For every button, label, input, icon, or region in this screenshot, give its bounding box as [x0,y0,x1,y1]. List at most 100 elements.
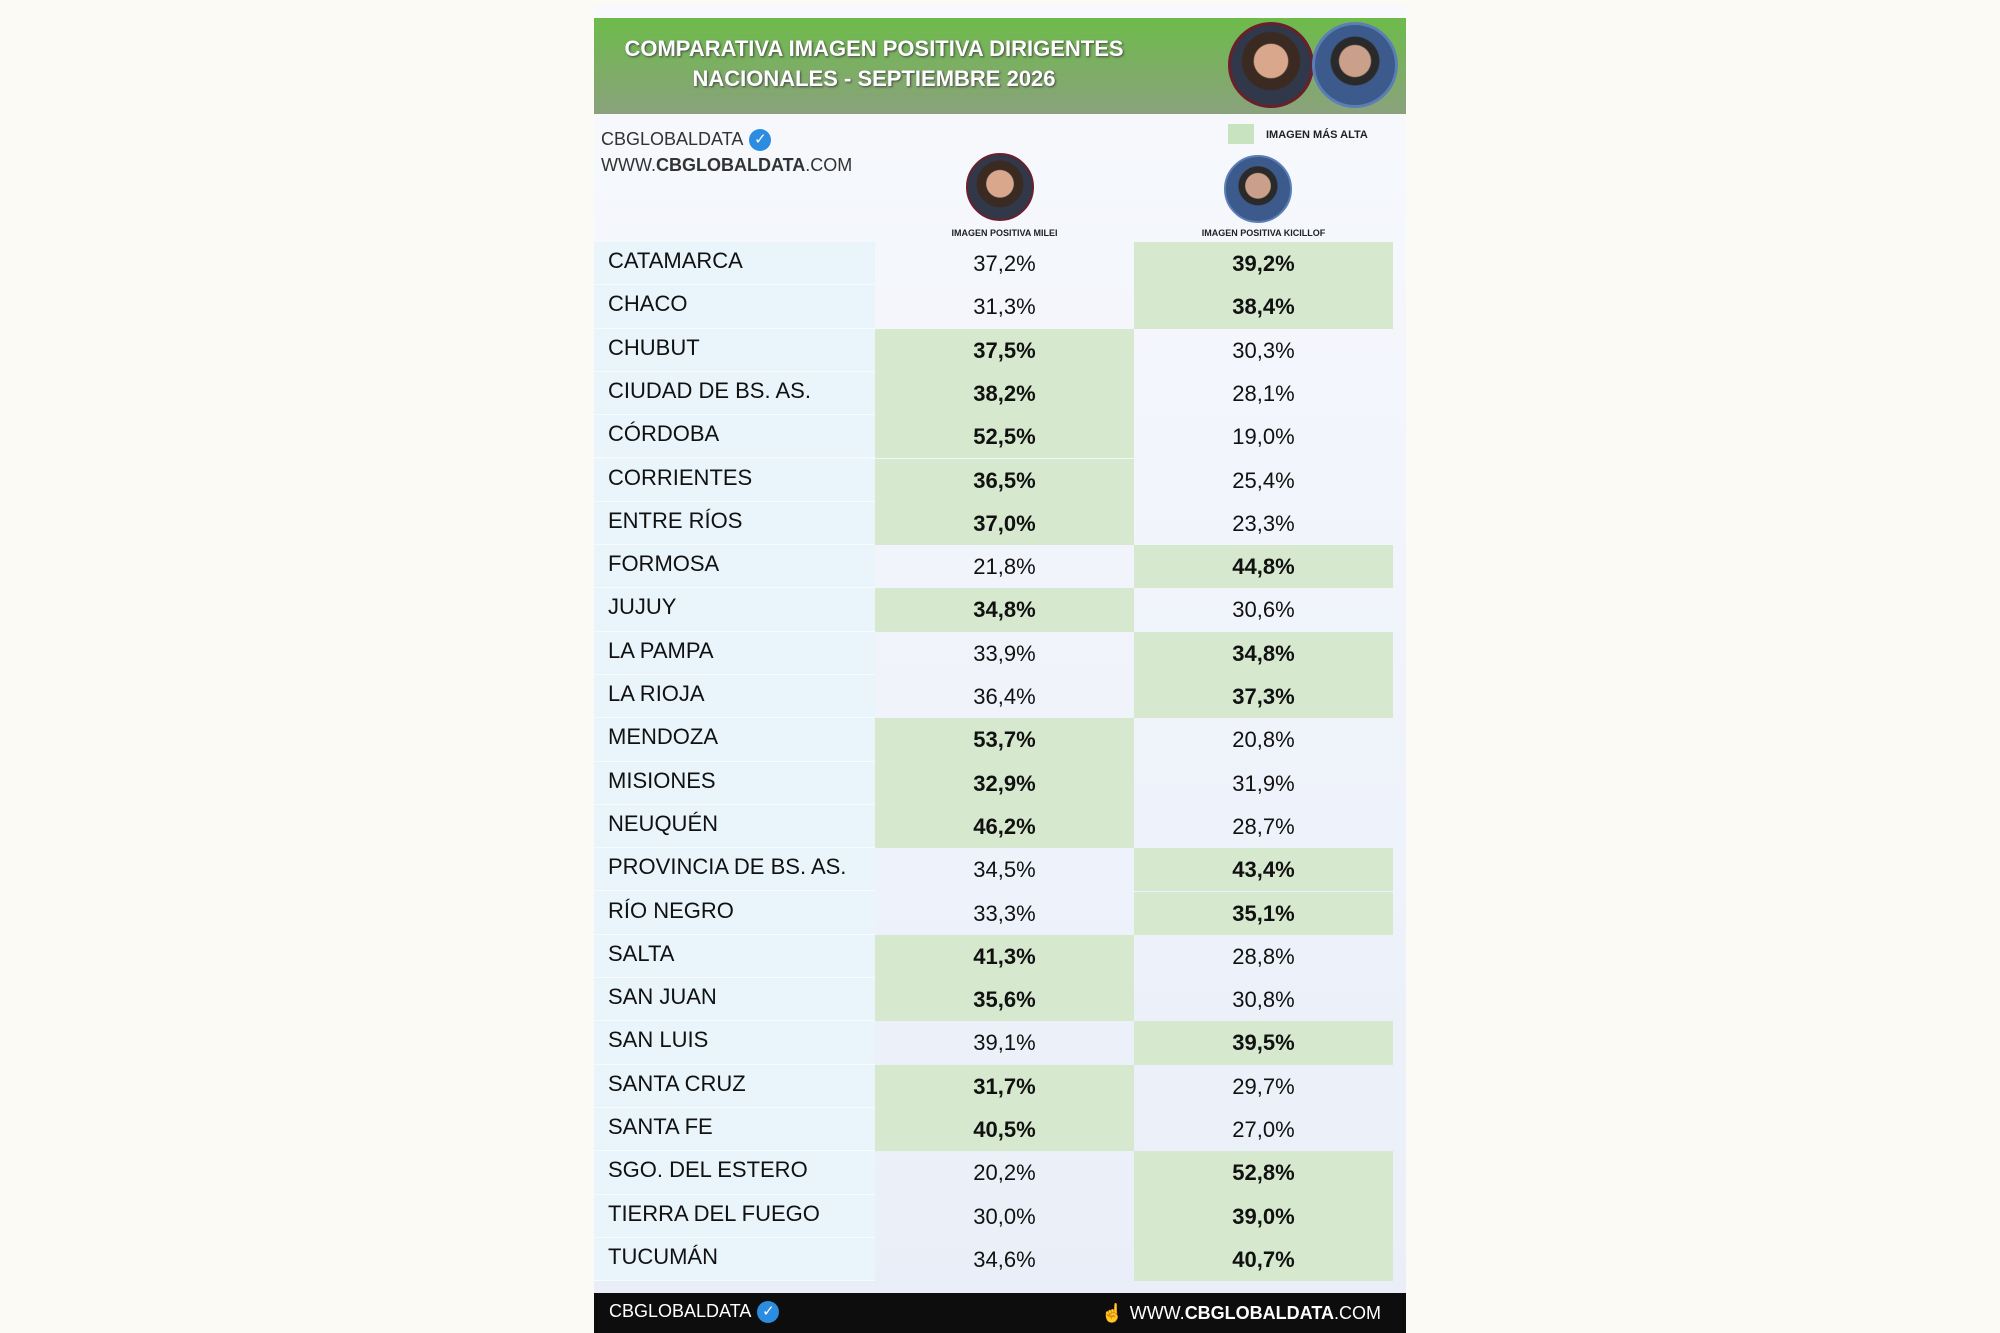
province-name: LA PAMPA [594,631,875,675]
value-cell: 28,7% [1232,813,1295,839]
province-name: ENTRE RÍOS [594,501,875,546]
footer: CBGLOBALDATA ✓ ☝ WWW.CBGLOBALDATA.COM [594,1293,1406,1333]
province-name: CHUBUT [594,328,875,372]
verified-badge: ✓ [749,129,772,152]
value-cell: 28,1% [1232,380,1295,406]
table-row: CIUDAD DE BS. AS. 38,2% 28,1% [594,371,1394,416]
province-name: LA RIOJA [594,675,875,719]
value-cell: 31,9% [1232,770,1295,796]
photo-milei [1228,22,1314,108]
value-cell: 39,1% [973,1030,1036,1056]
column-header: IMAGEN POSITIVA MILEI [951,228,1058,238]
title: NACIONALES - SEPTIEMBRE 2026 [692,66,1056,91]
column-header: IMAGEN POSITIVA KICILLOF [1201,228,1326,238]
table-row: TIERRA DEL FUEGO 30,0% 39,0% [594,1194,1394,1238]
table-row: NEUQUÉN 46,2% 28,7% [594,804,1394,849]
value-cell: 19,0% [1232,424,1295,450]
table-row: RÍO NEGRO 33,3% 35,1% [594,891,1394,935]
website-part: CBGLOBALDATA [655,155,806,175]
value-cell: 41,3% [875,934,1134,979]
website: WWW.CBGLOBALDATA.COM [601,155,852,176]
table-row: JUJUY 34,8% 30,6% [594,588,1394,632]
value-cell: 20,8% [1232,727,1295,753]
title: COMPARATIVA IMAGEN POSITIVA DIRIGENTES [624,36,1124,61]
province-name: CHACO [594,285,875,329]
province-name: TIERRA DEL FUEGO [594,1194,875,1238]
value-cell: 34,6% [973,1246,1036,1272]
value-cell: 37,0% [875,501,1134,546]
province-name: RÍO NEGRO [594,891,875,935]
photo-kicillof [1312,22,1398,108]
value-cell: 34,8% [1134,631,1393,675]
province-name: CIUDAD DE BS. AS. [594,371,875,416]
province-name: MENDOZA [594,718,875,762]
province-name: CATAMARCA [594,242,875,286]
table-row: SANTA FE 40,5% 27,0% [594,1108,1394,1152]
brand-name: CBGLOBALDATA [609,1301,752,1321]
value-cell: 35,6% [875,978,1134,1022]
legend-swatch [1228,124,1254,144]
website-part: .COM [1334,1303,1381,1323]
website-part: WWW. [601,155,656,175]
table-row: SAN LUIS 39,1% 39,5% [594,1021,1394,1065]
province-name: MISIONES [594,761,875,805]
value-cell: 46,2% [875,804,1134,849]
value-cell: 39,2% [1134,242,1393,286]
value-cell: 32,9% [875,761,1134,805]
value-cell: 27,0% [1232,1117,1295,1142]
table-row: SAN JUAN 35,6% 30,8% [594,978,1394,1022]
value-cell: 40,5% [875,1108,1134,1152]
footer-website: ☝ WWW.CBGLOBALDATA.COM [1101,1303,1381,1324]
value-cell: 53,7% [875,718,1134,762]
value-cell: 29,7% [1232,1073,1295,1099]
value-cell: 40,7% [1134,1237,1393,1282]
website-part: .COM [805,155,853,175]
table-row: SALTA 41,3% 28,8% [594,934,1394,979]
brand-name: CBGLOBALDATA [601,129,744,149]
website-part: WWW. [1129,1303,1185,1323]
value-cell: 37,5% [875,328,1134,372]
value-cell: 30,6% [1232,597,1295,623]
table-row: MENDOZA 53,7% 20,8% [594,718,1394,762]
table-row: LA PAMPA 33,9% 34,8% [594,631,1394,675]
legend-label: IMAGEN MÁS ALTA [1266,129,1368,141]
value-cell: 52,5% [875,415,1134,459]
value-cell: 33,3% [973,900,1036,926]
province-name: SANTA FE [594,1108,875,1152]
province-name: JUJUY [594,588,875,632]
value-cell: 44,8% [1134,545,1393,589]
province-name: SAN JUAN [594,978,875,1022]
province-name: FORMOSA [594,545,875,589]
website-part: CBGLOBALDATA [1184,1303,1334,1323]
table-row: MISIONES 32,9% 31,9% [594,761,1394,805]
verified-badge: ✓ [757,1301,780,1324]
table-row: SGO. DEL ESTERO 20,2% 52,8% [594,1151,1394,1195]
table-row: CHUBUT 37,5% 30,3% [594,328,1394,372]
footer-brand: CBGLOBALDATA ✓ [609,1301,780,1324]
value-cell: 39,0% [1134,1194,1393,1238]
table-row: CORRIENTES 36,5% 25,4% [594,458,1394,502]
value-cell: 28,8% [1232,943,1295,969]
value-cell: 30,0% [973,1203,1036,1229]
province-name: PROVINCIA DE BS. AS. [594,848,875,892]
value-cell: 52,8% [1134,1151,1393,1195]
province-name: SANTA CRUZ [594,1064,875,1108]
photo-kicillof [1224,155,1292,223]
value-cell: 37,3% [1134,675,1393,719]
province-name: SGO. DEL ESTERO [594,1151,875,1195]
value-cell: 31,3% [973,294,1036,320]
value-cell: 30,8% [1232,987,1295,1013]
value-cell: 23,3% [1232,510,1295,536]
table-row: SANTA CRUZ 31,7% 29,7% [594,1064,1394,1108]
pointer-icon: ☝ [1101,1303,1124,1323]
value-cell: 37,2% [973,251,1036,276]
value-cell: 36,5% [875,458,1134,502]
header: COMPARATIVA IMAGEN POSITIVA DIRIGENTES N… [594,18,1406,114]
value-cell: 43,4% [1134,848,1393,892]
value-cell: 38,4% [1134,285,1393,329]
value-cell: 25,4% [1232,467,1295,493]
value-cell: 33,9% [973,640,1036,666]
value-cell: 20,2% [973,1160,1036,1186]
province-name: CORRIENTES [594,458,875,502]
